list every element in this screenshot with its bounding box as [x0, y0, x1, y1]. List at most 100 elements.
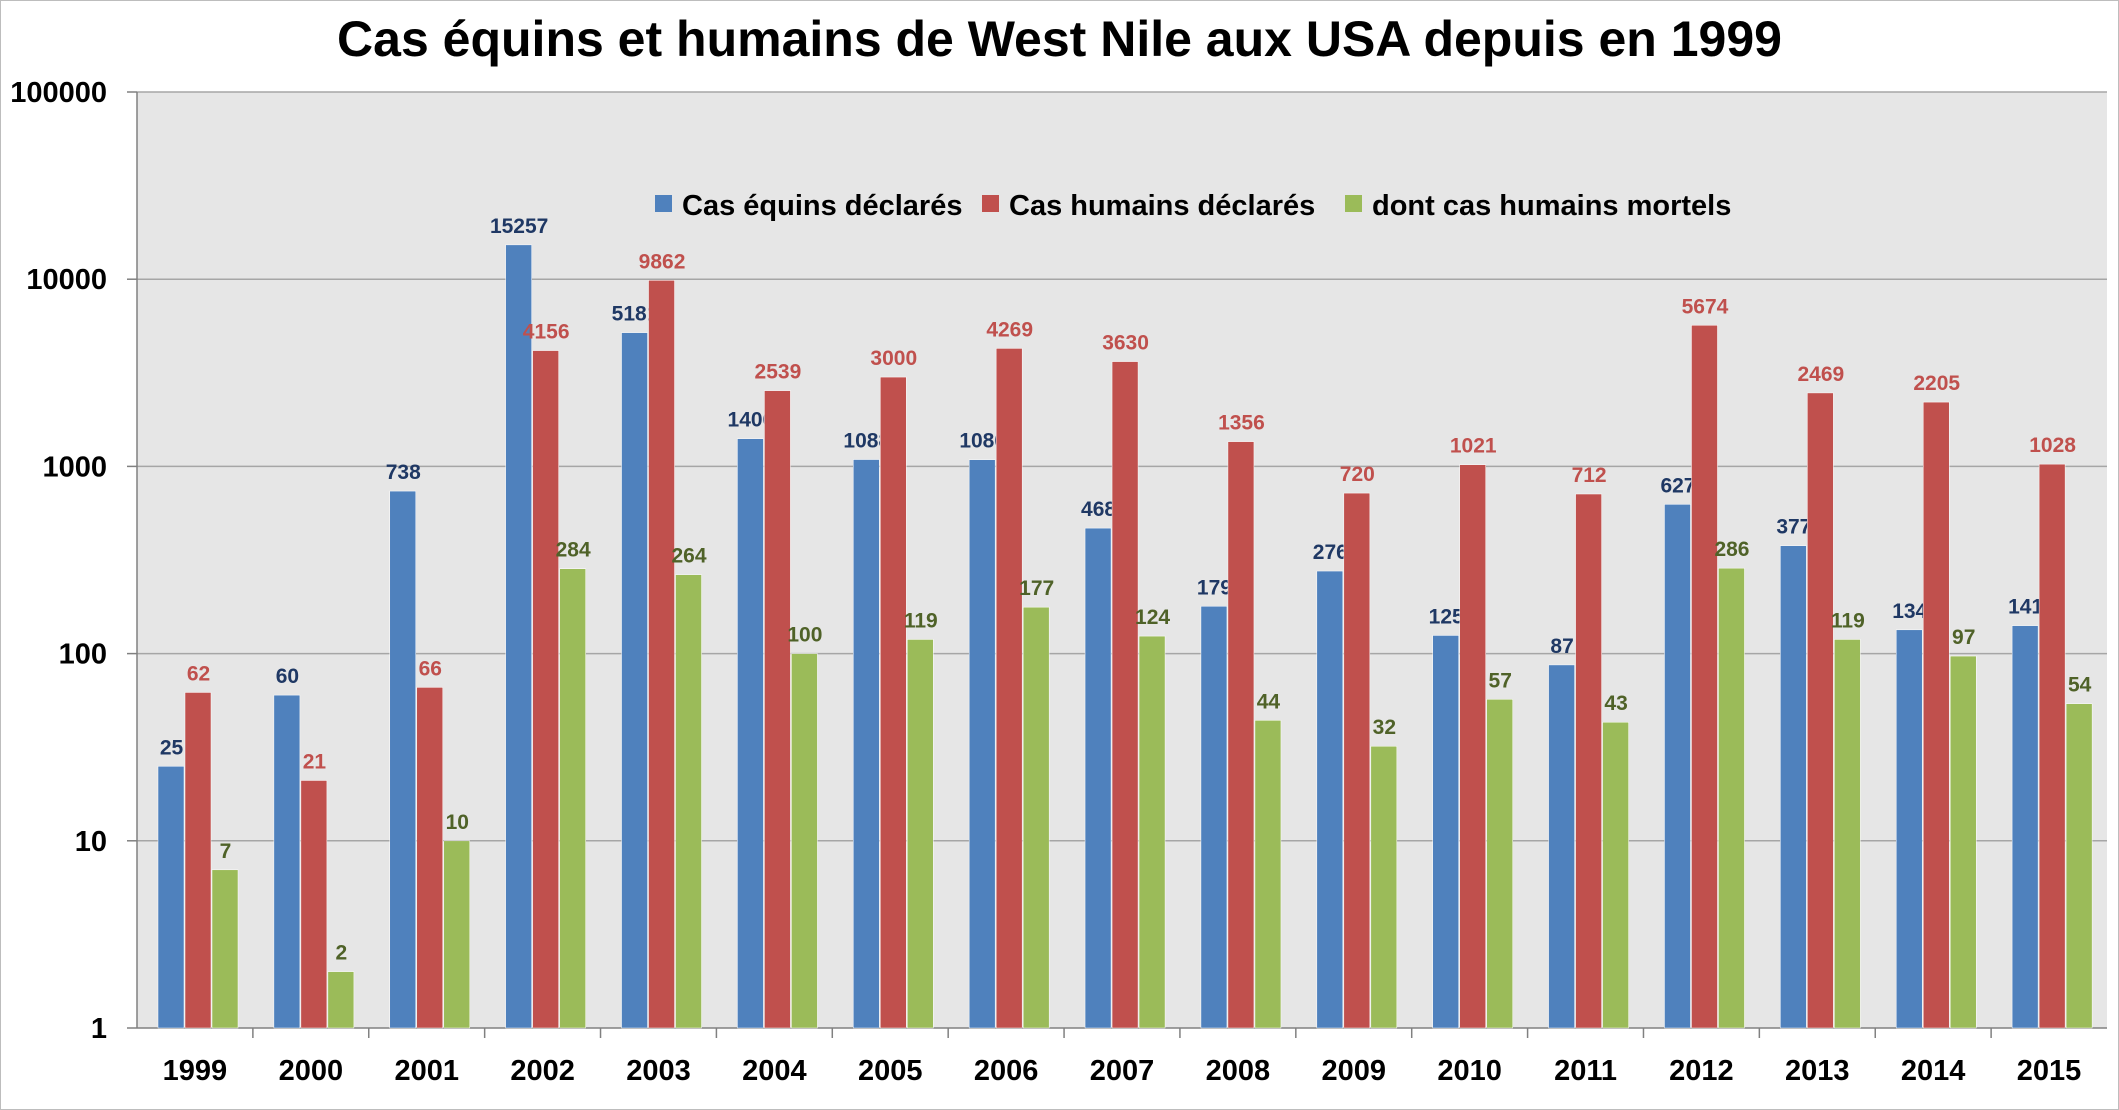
x-tick-label: 2008	[1206, 1055, 1271, 1087]
data-label-deaths: 44	[1257, 690, 1281, 713]
bar-human	[995, 348, 1023, 1029]
x-tick-label: 2004	[742, 1055, 807, 1087]
y-tick-label: 100	[59, 639, 107, 671]
bar-deaths	[1254, 720, 1282, 1029]
x-tick-label: 2009	[1322, 1055, 1387, 1087]
bar-equine	[2011, 625, 2039, 1029]
y-tick-label: 1000	[42, 451, 107, 483]
x-tick-label: 2007	[1090, 1055, 1155, 1087]
legend-label-equine: Cas équins déclarés	[682, 190, 962, 222]
data-label-deaths: 284	[556, 539, 591, 562]
data-label-equine: 1088	[843, 430, 890, 453]
x-tick-label: 2005	[858, 1055, 923, 1087]
bar-human	[1459, 464, 1486, 1029]
data-label-equine: 738	[386, 461, 421, 484]
bar-human	[2038, 463, 2066, 1029]
data-label-deaths: 119	[1831, 609, 1865, 632]
bar-human	[416, 687, 444, 1029]
legend-swatch-deaths	[1345, 195, 1362, 212]
x-tick-label: 2010	[1437, 1055, 1502, 1087]
bar-deaths	[675, 574, 702, 1029]
bar-human	[1111, 361, 1139, 1029]
bar-deaths	[559, 568, 586, 1029]
bar-deaths	[1370, 745, 1398, 1029]
data-label-deaths: 97	[1952, 626, 1975, 649]
x-tick-label: 2015	[2017, 1055, 2082, 1087]
bar-human	[300, 780, 328, 1029]
bar-equine	[1200, 606, 1228, 1029]
bar-equine	[389, 490, 417, 1029]
data-label-human: 5674	[1682, 295, 1729, 318]
data-label-deaths: 7	[220, 840, 232, 863]
data-label-equine: 125	[1429, 605, 1464, 628]
x-tick-label: 2012	[1669, 1055, 1734, 1087]
bar-deaths	[211, 869, 239, 1029]
data-label-deaths: 43	[1604, 692, 1627, 715]
bar-human	[184, 692, 212, 1029]
data-label-equine: 87	[1550, 635, 1573, 658]
data-label-deaths: 124	[1135, 606, 1170, 629]
bar-equine	[621, 332, 648, 1029]
bar-human	[1575, 493, 1602, 1029]
data-label-human: 3630	[1102, 332, 1149, 355]
bar-equine	[853, 459, 880, 1029]
data-label-deaths: 2	[336, 942, 348, 965]
data-label-deaths: 32	[1373, 716, 1396, 739]
bar-equine	[968, 459, 996, 1029]
bar-deaths	[1718, 567, 1745, 1029]
bar-human	[1227, 441, 1255, 1029]
chart-title: Cas équins et humains de West Nile aux U…	[337, 11, 1782, 67]
data-label-human: 1021	[1450, 435, 1497, 458]
data-label-equine: 1406	[728, 409, 775, 432]
x-tick-label: 2000	[279, 1055, 344, 1087]
data-label-deaths: 100	[787, 624, 822, 647]
data-label-equine: 377	[1776, 516, 1811, 539]
data-label-human: 9862	[639, 250, 686, 273]
data-label-human: 2469	[1797, 363, 1844, 386]
data-label-equine: 1086	[959, 430, 1006, 453]
bar-deaths	[2065, 703, 2093, 1029]
bar-deaths	[1602, 721, 1629, 1029]
bar-deaths	[327, 971, 355, 1029]
data-label-equine: 141	[2008, 596, 2043, 619]
legend-label-deaths: dont cas humains mortels	[1372, 190, 1731, 222]
data-label-deaths: 286	[1714, 538, 1749, 561]
data-label-deaths: 177	[1019, 577, 1054, 600]
bar-deaths	[1834, 639, 1861, 1029]
bar-equine	[1664, 504, 1691, 1029]
data-label-human: 62	[187, 662, 210, 685]
x-tick-label: 2013	[1785, 1055, 1850, 1087]
data-label-human: 4269	[986, 318, 1033, 341]
data-label-human: 3000	[870, 347, 917, 370]
data-label-equine: 134	[1892, 600, 1927, 623]
bar-deaths	[791, 653, 818, 1029]
bar-human	[764, 390, 791, 1029]
y-tick-label: 1	[91, 1013, 107, 1045]
bar-human	[648, 280, 675, 1029]
data-label-human: 2539	[755, 361, 802, 384]
data-label-deaths: 54	[2068, 674, 2092, 697]
legend-label-human: Cas humains déclarés	[1009, 190, 1315, 222]
data-label-human: 720	[1340, 463, 1375, 486]
bar-human	[1691, 325, 1718, 1029]
bar-deaths	[1486, 699, 1513, 1029]
data-label-equine: 276	[1313, 541, 1348, 564]
bar-deaths	[1138, 635, 1166, 1029]
data-label-equine: 25	[160, 736, 184, 759]
data-label-equine: 179	[1197, 576, 1232, 599]
bar-deaths	[443, 840, 471, 1029]
bar-equine	[1548, 664, 1575, 1029]
data-label-human: 21	[303, 750, 327, 773]
bar-human	[532, 350, 559, 1029]
bar-human	[1922, 401, 1950, 1029]
data-label-equine: 15257	[490, 215, 548, 238]
y-tick-label: 100000	[10, 77, 107, 109]
data-label-equine: 5181	[612, 303, 659, 326]
bar-equine	[737, 438, 764, 1029]
legend-swatch-equine	[655, 195, 672, 212]
bar-equine	[1084, 527, 1112, 1029]
bar-equine	[157, 766, 185, 1029]
data-label-equine: 60	[276, 665, 299, 688]
bar-deaths	[907, 639, 934, 1029]
